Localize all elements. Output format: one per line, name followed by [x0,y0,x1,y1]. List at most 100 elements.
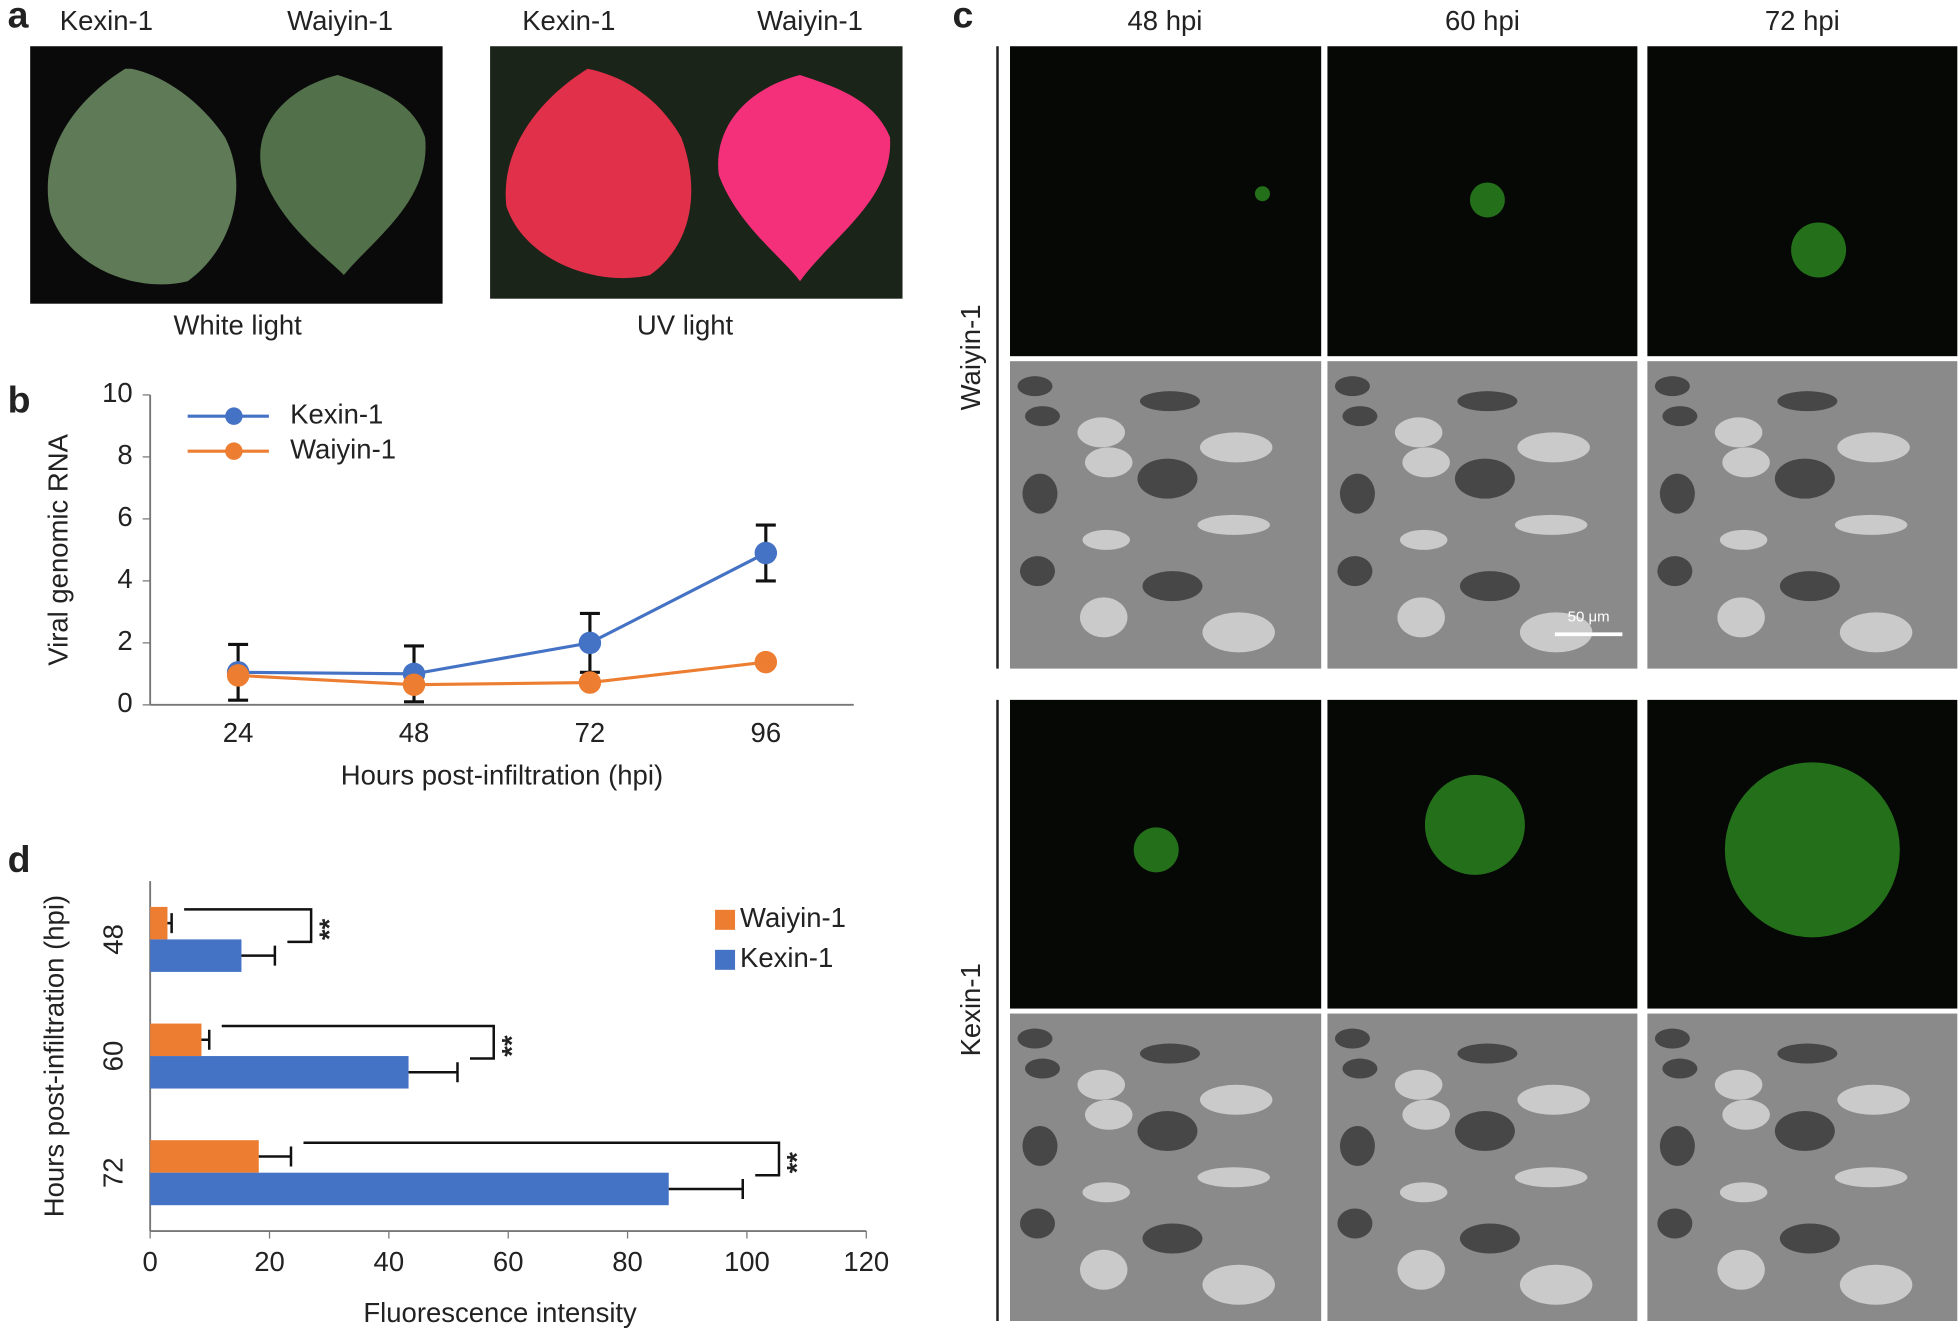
line [238,551,767,676]
bar [150,1056,409,1089]
cell-texture [1137,458,1198,499]
cell-texture [1077,417,1125,448]
cell-texture [1777,1043,1838,1064]
bar [150,939,242,972]
x-tick-label: 60 [493,1246,524,1277]
row-label: Kexin-1 [955,963,986,1056]
micrographs [1009,46,1958,1322]
cell-texture [1834,514,1908,535]
caption: White light [173,310,302,341]
leaf [47,68,237,285]
cell-texture [1717,597,1765,638]
x-tick-label: 80 [612,1246,643,1277]
x-tick-label: 120 [843,1246,889,1277]
legend-label: Kexin-1 [740,942,833,973]
cell-texture [1337,556,1373,587]
point [578,631,602,655]
error-bar [167,913,173,934]
photo-label: Kexin-1 [60,5,153,36]
cell-texture [1659,473,1695,514]
legend-swatch [715,909,736,930]
cell-texture [1197,514,1270,535]
significance-bracket [184,908,313,944]
significance-label: ** [313,918,344,940]
y-axis-label: Hours post-infiltration (hpi) [39,895,70,1217]
cell-texture [1454,1111,1515,1152]
cell-texture [1774,1111,1835,1152]
x-tick-label: 40 [374,1246,405,1277]
cell-texture [1199,432,1273,463]
cell-texture [1459,1223,1520,1254]
bar [150,1023,202,1057]
cell-texture [1719,529,1768,550]
legend-marker [225,407,243,425]
cell-texture [1657,1208,1693,1239]
error-bar [668,1178,744,1199]
cell-texture [1334,1028,1370,1049]
column-label: 60 hpi [1445,5,1520,36]
cell-texture [1394,417,1443,448]
panel-label: b [8,378,31,420]
cell-texture [1139,1043,1200,1064]
cell-texture [1839,1264,1913,1305]
cell-texture [1779,571,1840,602]
cell-texture [1779,1223,1840,1254]
legend-marker [225,442,243,460]
leaf [718,74,891,282]
significance-bracket [221,1024,495,1060]
cell-texture [1654,376,1690,397]
legend-swatch [715,949,736,970]
brightfield-image [1327,361,1638,669]
point [402,673,426,696]
point [226,664,250,687]
brightfield-image [1009,361,1322,669]
cell-texture [1517,1084,1590,1115]
cell-texture [1839,612,1913,653]
leaf [505,68,692,279]
cell-texture [1022,1126,1058,1167]
gfp-signal [1424,774,1525,875]
brightfield-image [1009,1013,1322,1322]
cell-texture [1084,447,1133,478]
fluorescence-image [1009,46,1322,357]
x-tick-label: 48 [399,717,430,748]
cell-texture [1662,406,1698,427]
y-tick-label: 48 [97,924,128,955]
cell-texture [1077,1069,1125,1100]
cell-texture [1017,376,1053,397]
photo-label: Waiyin-1 [757,5,863,36]
photo-label: Kexin-1 [522,5,615,36]
point [578,671,602,694]
cell-texture [1517,432,1590,463]
x-tick-label: 20 [254,1246,285,1277]
significance-label: ** [496,1035,527,1057]
cell-texture [1722,447,1770,478]
error-bar [408,1062,459,1083]
cell-texture [1084,1099,1133,1130]
scale-bar-label: 50 μm [1568,608,1610,625]
cell-texture [1402,447,1450,478]
cell-texture [1397,1249,1445,1290]
cell-texture [1024,406,1060,427]
x-tick-label: 100 [724,1246,770,1277]
cell-texture [1399,1182,1448,1203]
cell-texture [1662,1058,1698,1079]
brightfield-image [1647,1013,1958,1322]
panel-label: a [8,0,30,35]
point [754,650,778,674]
cell-texture [1079,1249,1128,1290]
x-axis-label: Fluorescence intensity [363,1297,637,1328]
cell-texture [1514,514,1588,535]
cell-texture [1142,571,1203,602]
cell-texture [1457,391,1518,412]
significance-label: ** [781,1152,812,1174]
cell-texture [1079,597,1128,638]
cell-texture [1514,1167,1588,1188]
error-bar [241,945,277,966]
y-axis-label: Viral genomic RNA [42,433,73,665]
cell-texture [1022,473,1058,514]
cell-texture [1337,1208,1373,1239]
y-tick-label: 4 [117,563,132,594]
